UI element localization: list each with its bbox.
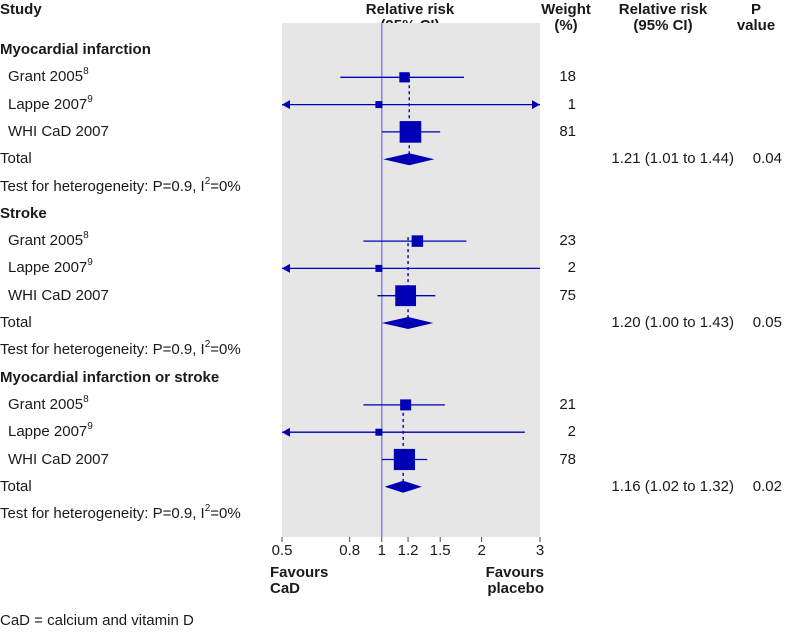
heterogeneity-suffix: =0%	[210, 341, 241, 359]
footnote: CaD = calcium and vitamin D	[0, 612, 194, 629]
heterogeneity-prefix: Test for heterogeneity: P=0.9, I	[0, 177, 205, 195]
study-name: WHI CaD 2007	[8, 122, 109, 140]
study-label: WHI CaD 2007	[8, 287, 109, 305]
study-label: Lappe 20079	[8, 257, 93, 277]
study-name: Grant 2005	[8, 395, 84, 413]
total-label: Total	[0, 150, 32, 168]
favours-right-label: Favours placebo	[470, 565, 544, 597]
x-axis-tick-label: 2	[477, 542, 486, 559]
study-reference: 8	[83, 230, 89, 242]
study-label: WHI CaD 2007	[8, 451, 109, 469]
total-p-value: 0.04	[752, 150, 782, 168]
study-label: Grant 20058	[8, 66, 89, 86]
header-p-value-line2: value	[736, 17, 776, 34]
ci-arrow-left	[282, 427, 290, 437]
study-reference: 9	[87, 93, 93, 105]
study-reference: 9	[87, 421, 93, 433]
study-name: Lappe 2007	[8, 259, 88, 277]
header-weight-line2: (%)	[554, 17, 578, 34]
total-p-value: 0.02	[752, 477, 782, 495]
total-diamond	[384, 480, 422, 493]
favours-left-line: CaD	[270, 580, 301, 597]
study-weight: 23	[559, 232, 576, 250]
study-name: Grant 2005	[8, 232, 84, 250]
study-label: Grant 20058	[8, 230, 89, 250]
header-p-value-line1: P	[750, 1, 761, 18]
study-weight: 21	[559, 395, 576, 413]
total-diamond	[381, 317, 434, 329]
study-label: Lappe 20079	[8, 93, 93, 114]
group-title: Myocardial infarction	[0, 41, 151, 58]
study-weight: 18	[559, 68, 576, 86]
total-ci-text: 1.16 (1.02 to 1.32)	[611, 477, 734, 495]
study-name: Lappe 2007	[8, 95, 88, 113]
study-weight: 2	[567, 259, 576, 277]
x-axis-tick-label: 0.8	[339, 542, 361, 559]
header-relative-risk-column-line2: (95% CI)	[633, 17, 693, 34]
heterogeneity-prefix: Test for heterogeneity: P=0.9, I	[0, 341, 205, 359]
study-point-estimate	[400, 399, 412, 411]
total-ci-text: 1.21 (1.01 to 1.44)	[611, 150, 734, 168]
header-p-value: P value	[730, 2, 782, 34]
study-point-estimate	[411, 235, 424, 247]
study-point-estimate	[375, 428, 383, 436]
group-title: Stroke	[0, 204, 47, 222]
study-reference: 9	[87, 257, 93, 269]
study-weight: 1	[567, 95, 576, 113]
study-point-estimate	[395, 285, 417, 307]
study-label: Grant 20058	[8, 393, 89, 414]
study-weight: 75	[559, 286, 576, 304]
study-point-estimate	[393, 448, 416, 471]
ci-arrow-left	[282, 100, 290, 110]
study-weight: 81	[559, 122, 576, 140]
study-point-estimate	[375, 101, 383, 109]
total-diamond	[383, 153, 435, 166]
study-point-estimate	[399, 72, 410, 83]
header-study: Study	[0, 1, 42, 18]
group-title: Myocardial infarction or stroke	[0, 368, 220, 386]
header-weight: Weight (%)	[530, 2, 602, 34]
header-relative-risk-column: Relative risk (95% CI)	[600, 2, 726, 34]
total-p-value: 0.05	[752, 314, 782, 331]
header-relative-risk-plot-line1: Relative risk	[365, 1, 455, 18]
heterogeneity-suffix: =0%	[210, 177, 241, 195]
favours-left-line: Favours	[270, 564, 329, 581]
ci-arrow-right	[532, 100, 540, 110]
favours-right-line: Favours	[485, 564, 544, 581]
total-label: Total	[0, 477, 32, 495]
x-axis-tick-label: 0.5	[271, 542, 293, 559]
heterogeneity-prefix: Test for heterogeneity: P=0.9, I	[0, 505, 205, 523]
favours-left-label: Favours CaD	[270, 565, 328, 597]
x-axis-tick-label: 1	[377, 542, 386, 559]
header-weight-line1: Weight	[541, 1, 591, 18]
x-axis-tick-label: 1.2	[397, 542, 419, 559]
total-ci-text: 1.20 (1.00 to 1.43)	[611, 314, 734, 331]
x-axis-tick-label: 3	[535, 542, 545, 559]
heterogeneity-text: Test for heterogeneity: P=0.9, I2=0%	[0, 503, 241, 523]
x-axis-tick-label: 1.5	[429, 542, 451, 559]
header-relative-risk-column-line1: Relative risk	[618, 1, 708, 18]
study-weight: 2	[567, 423, 576, 441]
study-point-estimate	[375, 264, 383, 272]
heterogeneity-text: Test for heterogeneity: P=0.9, I2=0%	[0, 175, 241, 196]
heterogeneity-superscript: 2	[204, 503, 211, 515]
study-name: Lappe 2007	[8, 423, 88, 441]
study-reference: 8	[83, 66, 89, 78]
favours-right-line: placebo	[487, 580, 544, 597]
heterogeneity-superscript: 2	[204, 175, 211, 187]
heterogeneity-text: Test for heterogeneity: P=0.9, I2=0%	[0, 339, 241, 359]
heterogeneity-suffix: =0%	[210, 505, 241, 523]
heterogeneity-superscript: 2	[204, 339, 211, 351]
study-label: Lappe 20079	[8, 421, 93, 441]
study-name: WHI CaD 2007	[8, 286, 109, 304]
study-name: WHI CaD 2007	[8, 450, 109, 468]
study-label: WHI CaD 2007	[8, 123, 109, 141]
study-weight: 78	[559, 450, 576, 468]
study-reference: 8	[83, 393, 89, 405]
study-point-estimate	[399, 121, 422, 143]
total-label: Total	[0, 314, 32, 331]
study-name: Grant 2005	[8, 68, 84, 86]
ci-arrow-left	[282, 263, 290, 273]
